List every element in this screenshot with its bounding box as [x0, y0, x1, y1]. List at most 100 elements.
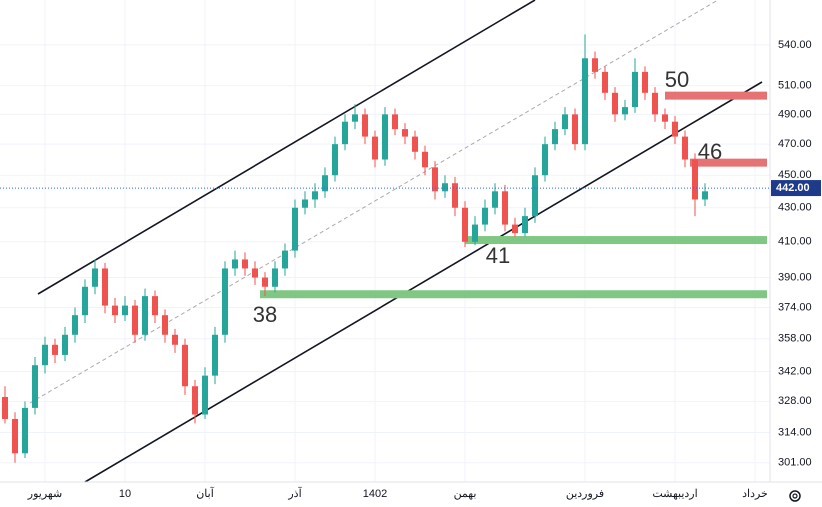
candle-body [592, 58, 598, 72]
zone [665, 91, 767, 100]
candle-body [302, 199, 308, 208]
candle-body [112, 305, 118, 316]
zone [690, 158, 767, 167]
candle-body [242, 259, 248, 269]
x-tick-label: فروردین [566, 488, 604, 500]
candle-body [452, 183, 458, 208]
candle-body [402, 129, 408, 137]
candle-body [252, 268, 258, 278]
candle-body [602, 71, 608, 93]
candle-body [332, 144, 338, 176]
candle-body [442, 183, 448, 192]
candle-body [162, 315, 168, 335]
candle-body [562, 114, 568, 130]
zone-label: 38 [253, 302, 277, 327]
gear-center[interactable] [792, 493, 798, 499]
x-tick-label: 1402 [363, 488, 387, 500]
candle-body [542, 144, 548, 176]
candle-body [702, 191, 708, 200]
candle-body [202, 375, 208, 415]
zone-label: 41 [486, 243, 510, 268]
candle-body [512, 224, 518, 234]
candle-body [62, 334, 68, 355]
candle-body [292, 207, 298, 251]
candle-body [572, 114, 578, 145]
y-tick-label: 540.00 [778, 39, 812, 51]
x-tick-label: شهریور [27, 488, 62, 500]
settings-icon[interactable] [789, 490, 801, 502]
x-tick-label: آذر [287, 487, 302, 500]
candle-body [92, 268, 98, 287]
candle-body [52, 344, 58, 355]
y-tick-label: 314.00 [778, 426, 812, 438]
candle-body [672, 121, 678, 137]
candle-body [262, 277, 268, 287]
candle-body [32, 365, 38, 408]
y-tick-label: 470.00 [778, 138, 812, 150]
candle-body [132, 305, 138, 335]
candle-body [152, 296, 158, 316]
x-tick-label: آبان [196, 487, 214, 500]
x-tick-label: بهمن [454, 488, 477, 500]
candle-body [362, 114, 368, 137]
candle-body [72, 315, 78, 335]
candle-body [102, 268, 108, 306]
y-tick-label: 390.00 [778, 271, 812, 283]
candle-body [472, 224, 478, 242]
candle-body [642, 71, 648, 93]
candle-body [212, 334, 218, 376]
candle-body [502, 191, 508, 225]
candle-body [692, 159, 698, 200]
zone [260, 290, 767, 299]
y-tick-label: 301.00 [778, 457, 812, 469]
candle-body [652, 92, 658, 115]
candle-body [182, 344, 188, 387]
candle-body [612, 92, 618, 115]
x-tick-label: 10 [119, 488, 131, 500]
candle-body [352, 114, 358, 122]
candle-body [82, 286, 88, 316]
y-tick-label: 358.00 [778, 333, 812, 345]
candle-body [432, 167, 438, 192]
candle-body [682, 136, 688, 160]
channel-upper [37, 0, 536, 295]
candle-body [232, 259, 238, 269]
candle-body [382, 114, 388, 160]
candle-body [142, 296, 148, 335]
candle-body [582, 58, 588, 145]
candle-body [522, 216, 528, 234]
candle-body [272, 268, 278, 287]
candle-body [2, 396, 8, 419]
candle-body [412, 136, 418, 152]
candle-body [42, 344, 48, 366]
candle-body [662, 114, 668, 122]
y-tick-label: 374.00 [778, 301, 812, 313]
candle-body [532, 175, 538, 217]
y-tick-label: 328.00 [778, 395, 812, 407]
channel-lower [84, 81, 763, 483]
candle-body [22, 407, 28, 454]
candle-body [552, 129, 558, 145]
candle-body [482, 207, 488, 225]
candle-body [222, 268, 228, 335]
candle-body [172, 334, 178, 345]
candle-body [122, 305, 128, 316]
candle-body [192, 386, 198, 415]
y-tick-label: 410.00 [778, 236, 812, 248]
candle-body [632, 71, 638, 108]
candle-body [322, 175, 328, 192]
y-tick-label: 490.00 [778, 108, 812, 120]
candle-body [392, 114, 398, 130]
drawings [29, 0, 763, 483]
candle-body [492, 191, 498, 208]
candle-body [462, 207, 468, 242]
candle-body [282, 250, 288, 269]
y-tick-label: 342.00 [778, 365, 812, 377]
gear[interactable] [789, 490, 801, 502]
zone-label: 50 [665, 67, 689, 92]
zone-label: 46 [698, 139, 722, 164]
candle-body [342, 121, 348, 145]
candle-body [12, 418, 18, 454]
candle-body [372, 136, 378, 160]
